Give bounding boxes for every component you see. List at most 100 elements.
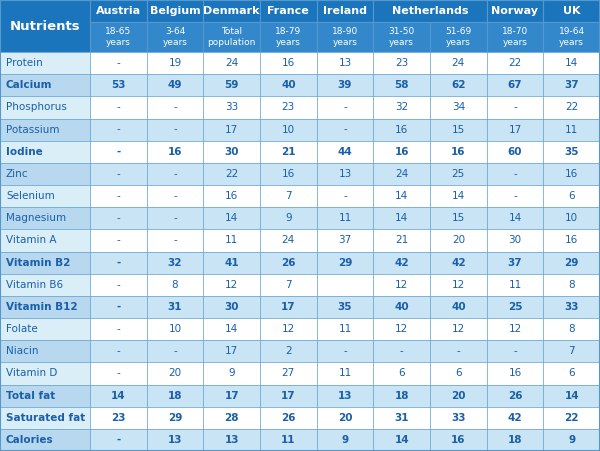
Bar <box>146 229 203 252</box>
Text: Vitamin D: Vitamin D <box>6 368 58 378</box>
Text: Potassium: Potassium <box>6 124 59 134</box>
Text: Vitamin B6: Vitamin B6 <box>6 280 63 290</box>
Text: 20: 20 <box>169 368 182 378</box>
Bar <box>0 185 90 207</box>
Bar <box>487 141 544 163</box>
Bar <box>430 52 487 74</box>
Text: 12: 12 <box>395 324 408 334</box>
Bar <box>317 22 373 52</box>
Text: 12: 12 <box>452 280 465 290</box>
Text: 9: 9 <box>341 435 349 445</box>
Text: 42: 42 <box>451 258 466 267</box>
Text: 17: 17 <box>224 391 239 400</box>
Bar <box>544 207 600 229</box>
Bar <box>260 163 317 185</box>
Bar <box>487 252 544 274</box>
Text: 35: 35 <box>338 302 352 312</box>
Text: 6: 6 <box>398 368 405 378</box>
Bar <box>430 252 487 274</box>
Bar <box>146 318 203 340</box>
Text: 22: 22 <box>565 102 578 112</box>
Bar <box>0 74 90 97</box>
Text: 42: 42 <box>394 258 409 267</box>
Bar <box>203 385 260 407</box>
Bar <box>317 163 373 185</box>
Bar <box>317 185 373 207</box>
Text: 8: 8 <box>172 280 178 290</box>
Text: 40: 40 <box>281 80 296 90</box>
Bar <box>90 22 146 52</box>
Bar <box>146 119 203 141</box>
Text: 18-70
years: 18-70 years <box>502 28 528 47</box>
Bar <box>0 0 90 52</box>
Text: 39: 39 <box>338 80 352 90</box>
Text: -: - <box>116 324 120 334</box>
Text: 22: 22 <box>565 413 579 423</box>
Bar <box>544 229 600 252</box>
Text: 7: 7 <box>285 280 292 290</box>
Bar <box>0 52 90 74</box>
Text: Ireland: Ireland <box>323 6 367 16</box>
Text: 30: 30 <box>224 302 239 312</box>
Bar <box>90 407 146 429</box>
Bar <box>203 0 260 22</box>
Bar <box>203 407 260 429</box>
Text: -: - <box>173 213 177 223</box>
Bar <box>90 362 146 385</box>
Text: -: - <box>400 346 404 356</box>
Bar <box>260 207 317 229</box>
Text: 28: 28 <box>224 413 239 423</box>
Bar <box>203 252 260 274</box>
Text: 23: 23 <box>282 102 295 112</box>
Text: 11: 11 <box>225 235 238 245</box>
Text: 14: 14 <box>452 191 465 201</box>
Bar <box>544 318 600 340</box>
Text: 29: 29 <box>338 258 352 267</box>
Bar <box>90 229 146 252</box>
Bar <box>544 0 600 22</box>
Bar <box>430 22 487 52</box>
Text: Phosphorus: Phosphorus <box>6 102 67 112</box>
Bar <box>90 274 146 296</box>
Text: 14: 14 <box>508 213 521 223</box>
Bar <box>146 97 203 119</box>
Bar <box>373 119 430 141</box>
Text: 8: 8 <box>568 280 575 290</box>
Bar <box>260 185 317 207</box>
Bar <box>90 119 146 141</box>
Text: 17: 17 <box>225 346 238 356</box>
Bar <box>0 274 90 296</box>
Bar <box>146 207 203 229</box>
Text: -: - <box>116 169 120 179</box>
Bar <box>146 74 203 97</box>
Text: 20: 20 <box>452 235 465 245</box>
Text: 17: 17 <box>225 124 238 134</box>
Bar <box>317 252 373 274</box>
Bar <box>487 318 544 340</box>
Bar <box>0 252 90 274</box>
Bar <box>544 22 600 52</box>
Text: 29: 29 <box>168 413 182 423</box>
Bar <box>146 0 203 22</box>
Bar <box>0 163 90 185</box>
Text: 11: 11 <box>281 435 296 445</box>
Bar <box>430 207 487 229</box>
Bar <box>203 74 260 97</box>
Text: 60: 60 <box>508 147 522 157</box>
Text: 16: 16 <box>565 235 578 245</box>
Bar <box>487 274 544 296</box>
Text: 6: 6 <box>568 368 575 378</box>
Text: 6: 6 <box>455 368 461 378</box>
Bar <box>0 340 90 362</box>
Bar <box>203 274 260 296</box>
Text: Zinc: Zinc <box>6 169 29 179</box>
Text: -: - <box>116 368 120 378</box>
Bar <box>373 296 430 318</box>
Bar <box>0 362 90 385</box>
Bar <box>146 52 203 74</box>
Bar <box>430 229 487 252</box>
Text: -: - <box>116 147 121 157</box>
Bar <box>373 274 430 296</box>
Text: 31-50
years: 31-50 years <box>389 28 415 47</box>
Bar <box>544 340 600 362</box>
